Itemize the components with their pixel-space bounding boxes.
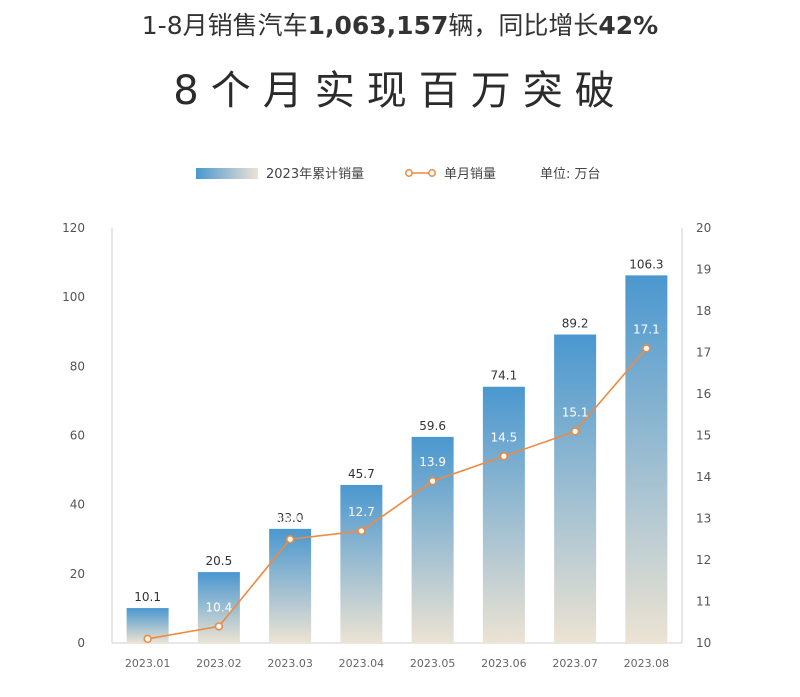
bar-value-label: 89.2 xyxy=(562,317,589,331)
line-point[interactable] xyxy=(499,452,509,461)
chart-headline: 8个月实现百万突破 xyxy=(173,68,627,114)
chart-subtitle: 1-8月销售汽车1,063,157辆，同比增长42% xyxy=(0,6,800,42)
legend-label-monthly: 单月销量 xyxy=(444,167,496,182)
legend-swatch-cumulative xyxy=(196,168,258,179)
y-tick-label: 120 xyxy=(62,221,85,235)
y2-tick-label: 14 xyxy=(696,470,711,484)
y2-tick-label: 12 xyxy=(696,553,711,567)
line-point[interactable] xyxy=(357,526,366,536)
line-value-label: 12.7 xyxy=(348,505,375,519)
bar-value-label: 10.1 xyxy=(134,590,161,604)
legend-marker-monthly xyxy=(405,169,413,177)
line-value-label: 12.5 xyxy=(277,513,304,527)
bar[interactable] xyxy=(269,528,312,643)
subtitle-growth-text: 辆，同比增长 xyxy=(448,11,599,40)
bar-value-label: 20.5 xyxy=(206,554,233,568)
bar[interactable] xyxy=(411,436,454,643)
bar[interactable] xyxy=(554,334,597,643)
x-tick-label: 2023.04 xyxy=(339,657,385,670)
y-tick-label: 40 xyxy=(70,498,85,512)
y2-tick-label: 20 xyxy=(696,221,711,235)
y2-tick-label: 17 xyxy=(696,346,711,360)
line-value-label: 13.9 xyxy=(419,455,446,469)
x-tick-label: 2023.01 xyxy=(125,657,171,670)
line-value-label: 15.1 xyxy=(562,405,589,419)
y2-tick-label: 13 xyxy=(696,512,711,526)
line-point[interactable] xyxy=(214,622,224,631)
bar[interactable] xyxy=(340,484,383,643)
line-value-label: 17.1 xyxy=(633,322,660,336)
y2-tick-label: 16 xyxy=(696,387,711,401)
bar-value-label: 106.3 xyxy=(629,257,663,271)
legend-label-cumulative: 2023年累计销量 xyxy=(266,167,364,182)
bar[interactable] xyxy=(625,275,668,643)
line-value-label: 10.4 xyxy=(206,600,233,614)
y2-tick-label: 19 xyxy=(696,263,711,277)
bar-value-label: 74.1 xyxy=(491,369,518,383)
y2-tick-label: 10 xyxy=(696,636,711,650)
y-tick-label: 80 xyxy=(70,359,85,373)
bar[interactable] xyxy=(482,386,525,643)
y-tick-label: 0 xyxy=(77,636,85,650)
bar-value-label: 59.6 xyxy=(419,419,446,433)
y-tick-label: 100 xyxy=(62,290,85,304)
line-point[interactable] xyxy=(642,344,651,353)
subtitle-total: 1,063,157 xyxy=(307,11,449,40)
line-point[interactable] xyxy=(285,535,295,544)
bar-value-label: 45.7 xyxy=(348,467,375,481)
y-tick-label: 20 xyxy=(70,567,85,581)
monthly-sales-line xyxy=(147,347,647,640)
x-tick-label: 2023.03 xyxy=(267,657,313,670)
line-value-label: 14.5 xyxy=(491,430,518,444)
x-tick-label: 2023.07 xyxy=(552,657,598,670)
line-point[interactable] xyxy=(428,476,437,486)
line-point[interactable] xyxy=(570,427,580,436)
x-tick-label: 2023.02 xyxy=(196,657,242,670)
y2-tick-label: 18 xyxy=(696,304,711,318)
x-tick-label: 2023.08 xyxy=(624,657,670,670)
x-tick-label: 2023.06 xyxy=(481,657,527,670)
bar-value-label: 33.0 xyxy=(277,511,304,525)
unit-note: 单位: 万台 xyxy=(540,167,601,182)
bar[interactable] xyxy=(197,572,240,643)
y2-tick-label: 11 xyxy=(696,595,711,609)
legend-marker-monthly xyxy=(428,169,436,177)
line-point[interactable] xyxy=(143,634,152,644)
y2-tick-label: 15 xyxy=(696,429,711,443)
y-tick-label: 60 xyxy=(70,429,85,443)
subtitle-growth-value: 42% xyxy=(598,11,659,40)
x-tick-label: 2023.05 xyxy=(410,657,456,670)
subtitle-prefix: 1-8月销售汽车 xyxy=(141,11,308,40)
